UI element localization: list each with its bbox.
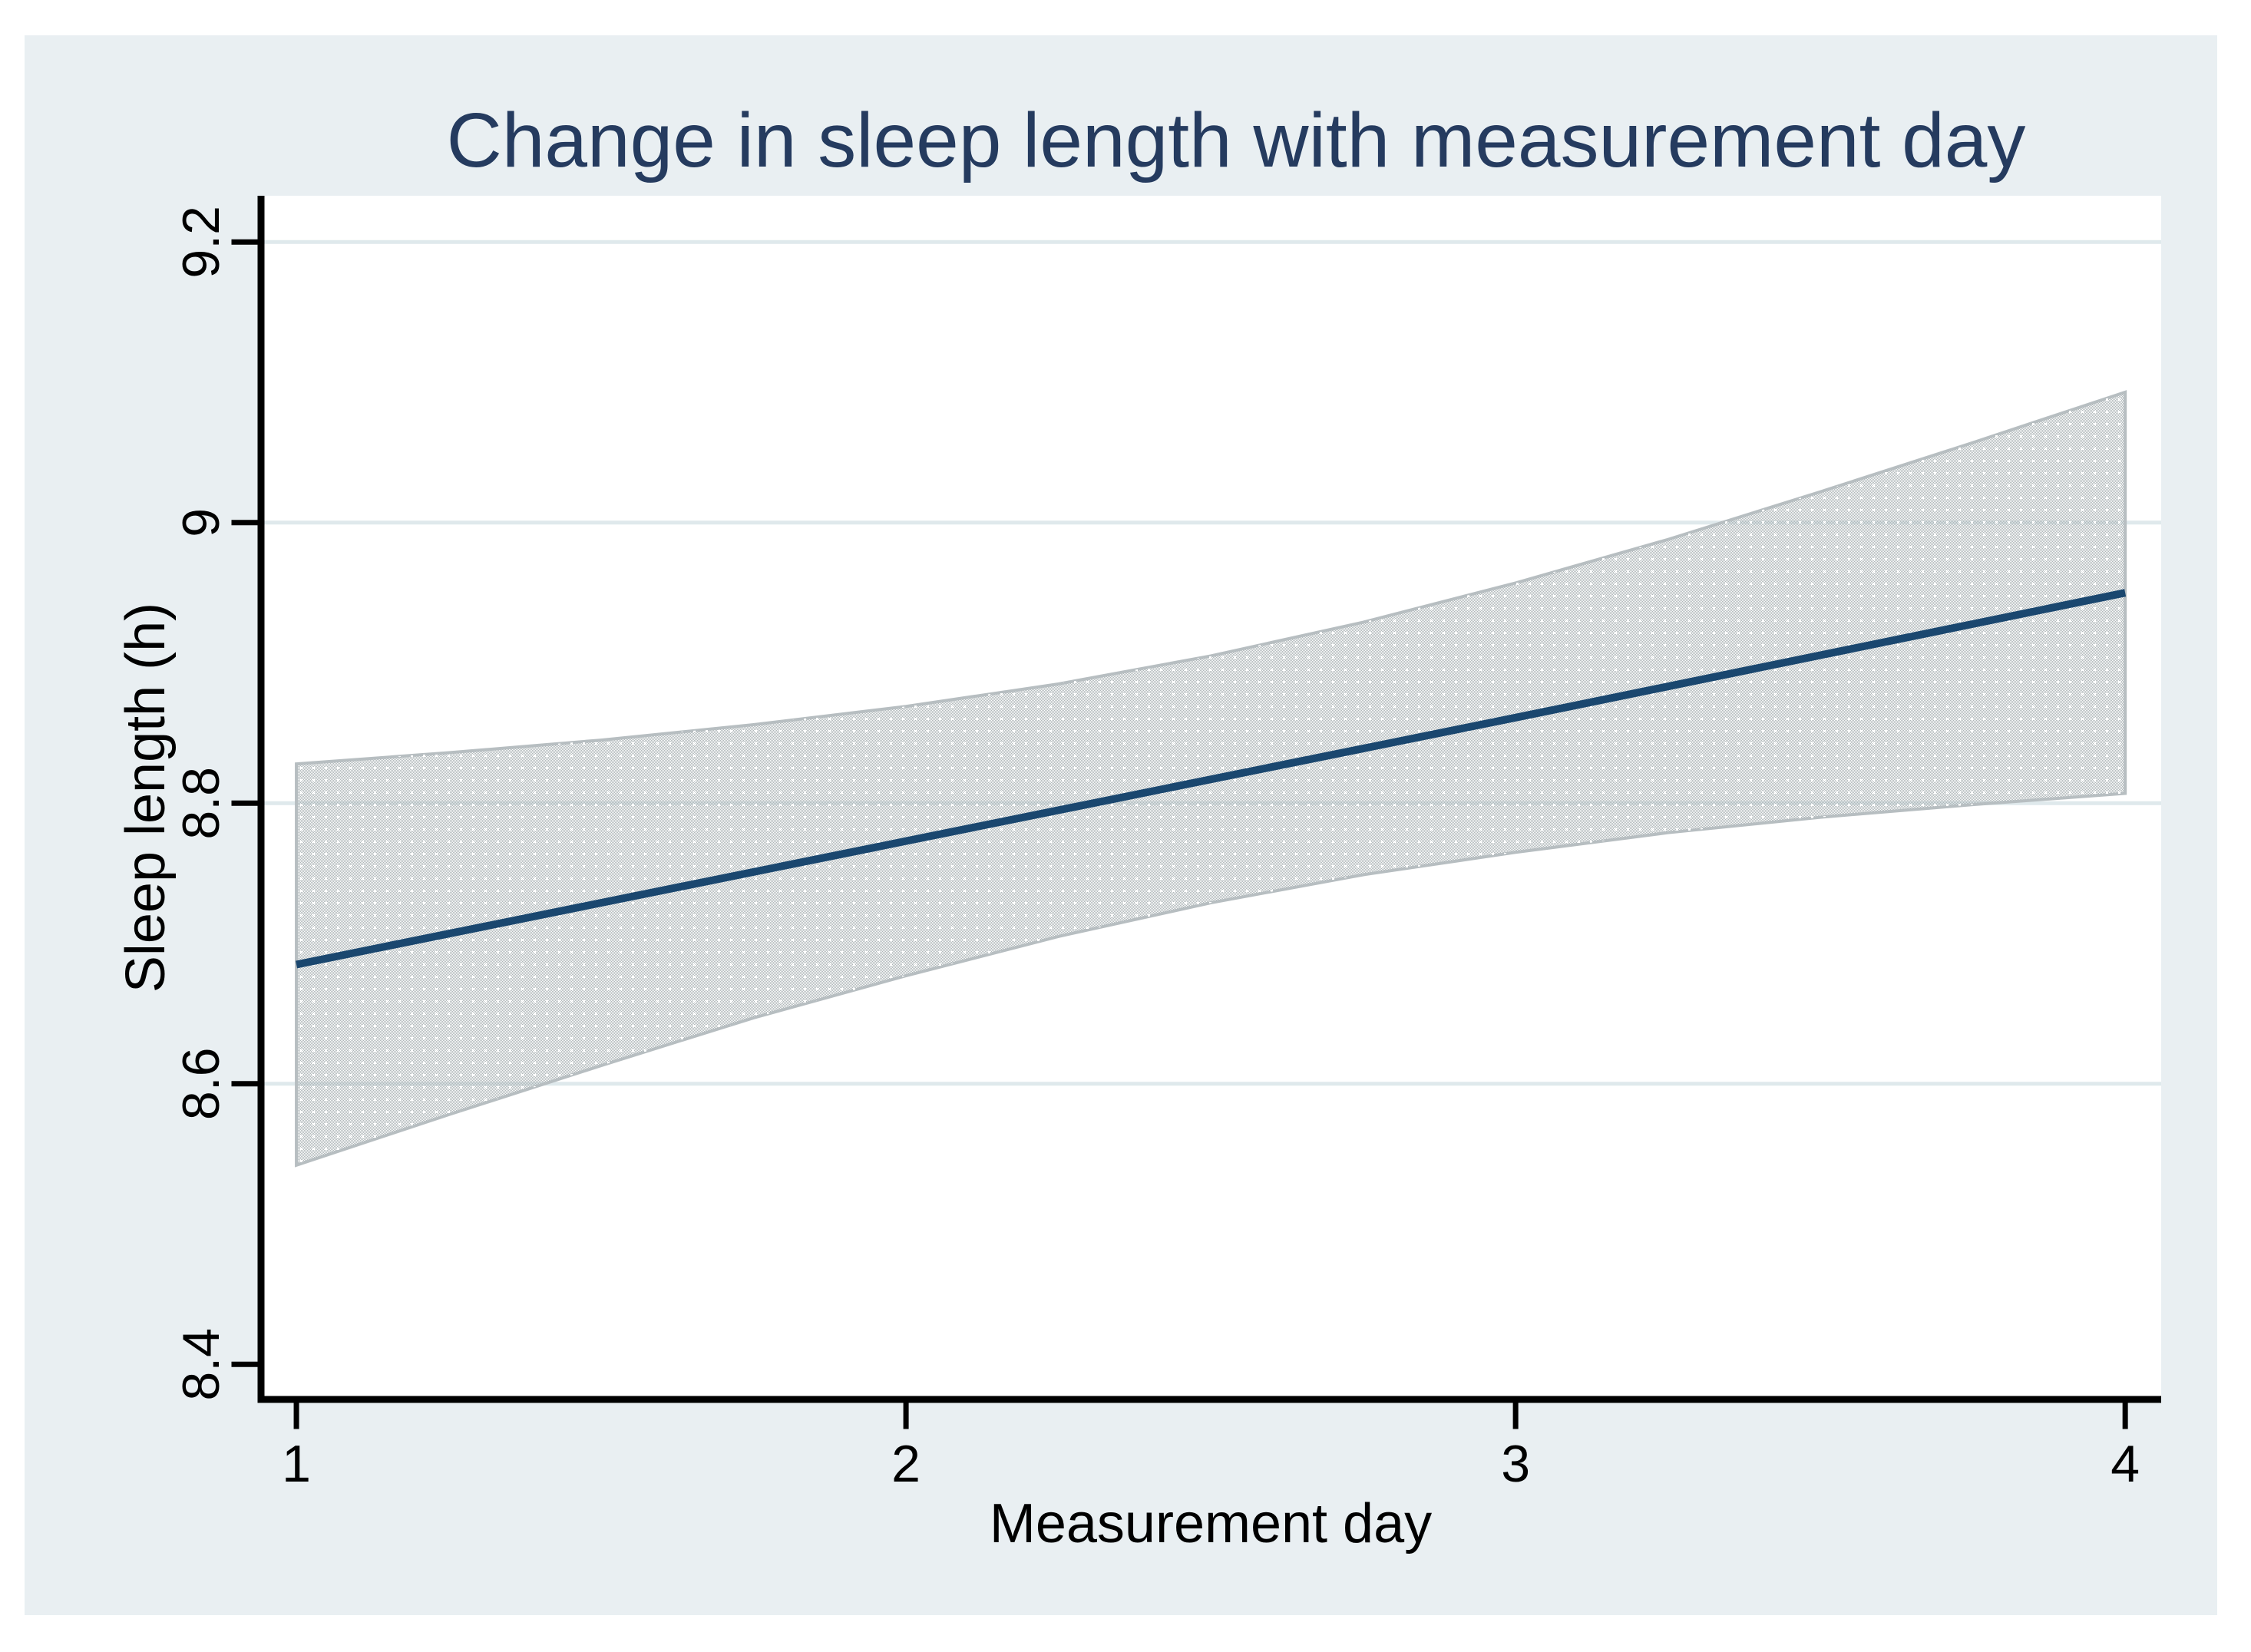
chart-title: Change in sleep length with measurement …	[446, 97, 2026, 183]
y-tick-label: 8.4	[172, 1328, 230, 1401]
fit-line	[296, 589, 2127, 969]
y-tick-label: 9.2	[172, 206, 230, 279]
x-tick-label: 2	[891, 1435, 921, 1493]
y-tick-label: 8.8	[172, 767, 230, 840]
x-tick-label: 4	[2111, 1435, 2140, 1493]
x-axis-title: Measurement day	[989, 1493, 1433, 1555]
y-tick-label: 9	[172, 508, 230, 537]
x-tick-label: 1	[282, 1435, 311, 1493]
x-tick-label: 3	[1501, 1435, 1530, 1493]
y-tick-label: 8.6	[172, 1048, 230, 1121]
